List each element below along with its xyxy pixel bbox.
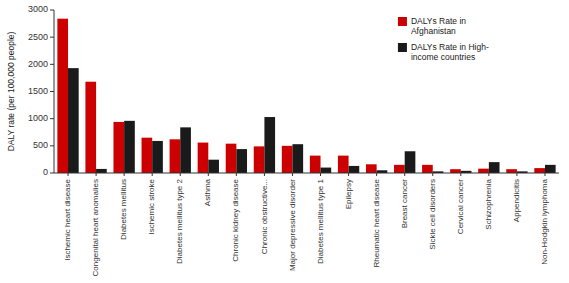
x-tick	[544, 173, 545, 176]
x-tick-label: Ischemic heart disease	[63, 178, 72, 260]
x-tick	[348, 173, 349, 176]
bar	[489, 162, 500, 173]
bar	[310, 156, 321, 173]
x-tick	[320, 173, 321, 176]
x-tick	[208, 173, 209, 176]
y-tick-label: 1000	[28, 113, 48, 123]
bar	[236, 149, 247, 173]
bar	[545, 165, 556, 173]
y-tick	[50, 64, 54, 65]
x-tick	[236, 173, 237, 176]
x-tick-label: Breast cancer	[400, 179, 409, 229]
bar	[534, 168, 545, 173]
bar	[142, 138, 153, 173]
x-tick-label: Major depressive disorder	[288, 179, 297, 271]
bar	[338, 156, 349, 173]
bar	[321, 168, 332, 173]
bar	[96, 169, 107, 173]
x-tick-label: Non-Hodgkin lymphoma	[540, 178, 549, 264]
x-tick	[264, 173, 265, 176]
x-tick	[376, 173, 377, 176]
bar	[198, 143, 209, 173]
y-tick	[50, 173, 54, 174]
legend: DALYs Rate inAfghanistan DALYs Rate in Hi…	[398, 16, 489, 62]
y-tick	[50, 91, 54, 92]
x-tick-label: Diabetes mellitus type 1	[316, 178, 325, 263]
bar	[366, 164, 377, 173]
bar	[180, 127, 191, 173]
legend-entry: DALYs Rate inAfghanistan	[398, 16, 466, 36]
y-tick	[50, 37, 54, 38]
x-tick-label: Sickle cell disorders	[428, 179, 437, 250]
chart-container: 0 500 1000 1500 2000 2500 3000 Ischemic heart d…	[0, 0, 569, 283]
bar	[57, 19, 68, 173]
x-tick	[292, 173, 293, 176]
x-tick	[180, 173, 181, 176]
bar	[394, 165, 405, 173]
x-tick	[68, 173, 69, 176]
bar	[349, 166, 360, 173]
x-tick-label: Chronic kidney disease	[231, 178, 240, 261]
bar	[254, 146, 265, 173]
x-tick	[460, 173, 461, 176]
x-tick-label: Schizophrenia	[484, 178, 493, 229]
y-tick-label: 0	[43, 167, 48, 177]
y-tick-label: 2500	[28, 32, 48, 42]
bar	[85, 82, 96, 173]
y-tick-label: 2000	[28, 59, 48, 69]
x-tick-label: Epilepsy	[344, 179, 353, 209]
x-tick	[96, 173, 97, 176]
x-tick	[152, 173, 153, 176]
y-tick	[50, 10, 54, 11]
chart-svg: 0 500 1000 1500 2000 2500 3000 Ischemic heart d…	[0, 0, 569, 283]
x-tick-label: Congenital heart anomalies	[91, 179, 100, 276]
x-tick	[516, 173, 517, 176]
axes: 0 500 1000 1500 2000 2500 3000 Ischemic heart d…	[28, 4, 559, 276]
bar	[113, 122, 124, 173]
bar	[422, 165, 433, 173]
x-axis-line	[54, 173, 559, 174]
y-tick	[50, 145, 54, 146]
x-tick-label: Appendicitis	[512, 179, 521, 222]
x-tick	[488, 173, 489, 176]
bar	[124, 121, 135, 173]
bar	[152, 141, 163, 173]
y-tick-label: 3000	[28, 4, 48, 14]
legend-entry: DALYs Rate in High-income countries	[398, 42, 489, 62]
bar	[264, 117, 275, 173]
bar	[405, 151, 416, 173]
bar	[226, 144, 237, 173]
bar	[208, 160, 219, 173]
bar	[450, 169, 461, 173]
bars	[57, 19, 555, 173]
x-tick-label: Cervical cancer	[456, 179, 465, 234]
bar	[506, 169, 517, 173]
bar	[170, 139, 181, 173]
x-tick-label: Asthma	[203, 178, 212, 206]
legend-label: DALYs Rate inAfghanistan	[411, 16, 466, 36]
y-tick	[50, 118, 54, 119]
legend-label: DALYs Rate in High-income countries	[411, 42, 489, 62]
y-tick-label: 500	[33, 140, 48, 150]
y-axis-label: DALY rate (per 100,000 people)	[6, 31, 16, 151]
x-tick-label: Ischemic stroke	[147, 178, 156, 234]
x-tick-label: Chronic obstructive...	[260, 179, 269, 254]
x-tick	[432, 173, 433, 176]
x-tick-label: Rheumatic heart disease	[372, 178, 381, 267]
x-tick-label: Diabetes mellitus	[119, 179, 128, 240]
x-tick	[404, 173, 405, 176]
x-tick	[124, 173, 125, 176]
bar	[68, 68, 79, 173]
bar	[292, 144, 303, 173]
bar	[478, 169, 489, 173]
legend-swatch	[398, 43, 407, 52]
x-tick-label: Diabetes mellitus type 2	[175, 178, 184, 263]
bar	[282, 146, 293, 173]
legend-swatch	[398, 17, 407, 26]
y-tick-label: 1500	[28, 86, 48, 96]
